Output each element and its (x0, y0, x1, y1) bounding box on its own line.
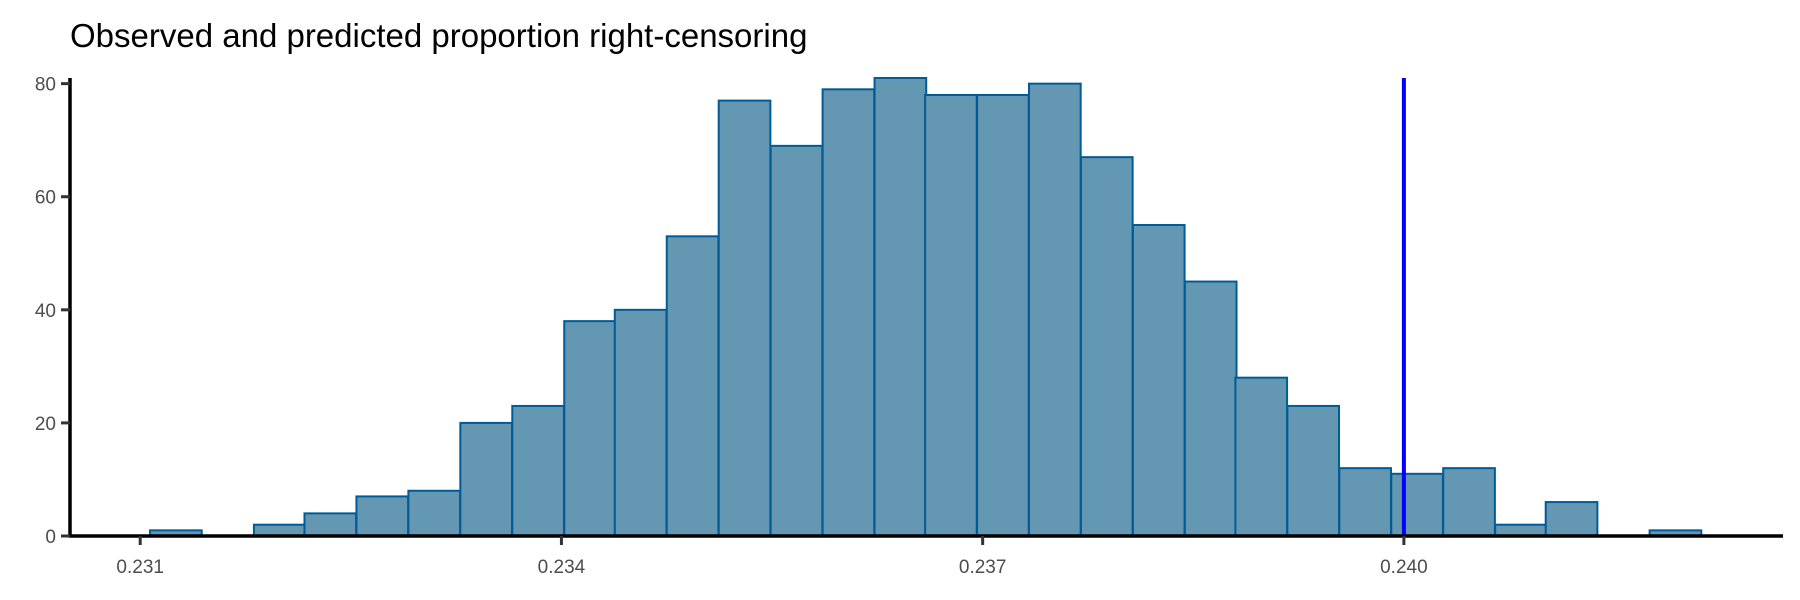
histogram-bar (1390, 472, 1444, 537)
histogram-bar (1131, 224, 1186, 537)
x-tick-label: 0.234 (538, 557, 586, 578)
histogram-bar (1338, 467, 1392, 537)
x-tick-label: 0.237 (959, 557, 1007, 578)
histogram-bar (407, 489, 462, 537)
histogram-bar (563, 320, 617, 538)
histogram-bar (1079, 156, 1134, 537)
histogram-bar (1544, 501, 1599, 538)
x-tick-label: 0.240 (1380, 557, 1428, 578)
x-tick-label: 0.231 (116, 557, 164, 578)
y-tick-label: 40 (35, 301, 56, 322)
histogram-bar (355, 495, 410, 538)
y-tick-label: 60 (35, 188, 56, 209)
histogram-bar (613, 308, 668, 537)
histogram-bar (303, 512, 358, 538)
histogram-bar (769, 144, 824, 537)
chart-title: Observed and predicted proportion right-… (70, 17, 807, 54)
histogram-bar (1028, 82, 1082, 538)
histogram-bar (459, 421, 514, 537)
histogram-bars (149, 77, 1703, 538)
histogram-bar (821, 88, 876, 537)
y-tick-label: 20 (35, 414, 56, 435)
histogram-bar (1286, 404, 1341, 538)
histogram-bar (717, 99, 772, 538)
histogram-bar (511, 404, 565, 538)
histogram-bar (1234, 376, 1289, 537)
histogram-bar (976, 93, 1030, 538)
histogram-bar (665, 235, 720, 537)
histogram-bar (1442, 467, 1496, 537)
y-tick-label: 80 (35, 75, 56, 96)
histogram-bar (924, 93, 978, 538)
y-tick-label: 0 (45, 527, 56, 548)
histogram-bar (1183, 280, 1238, 537)
histogram-bar (873, 77, 928, 537)
chart-axes: 0.231 0.234 0.237 0.240 0 20 40 60 80 (35, 75, 1783, 578)
